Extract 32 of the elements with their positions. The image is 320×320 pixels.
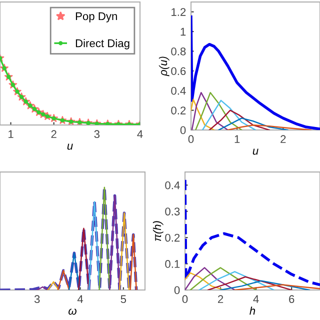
y-tick-label: 1.2 <box>172 8 186 16</box>
legend-label: Direct Diag <box>76 39 130 50</box>
y-tick-label: 0.6 <box>171 67 186 76</box>
x-tick-label: 1 <box>234 135 240 143</box>
y-axis-title: π(h) <box>152 221 164 242</box>
y-tick-label: 0.2 <box>165 234 180 242</box>
legend-label: Pop Dyn <box>76 12 117 22</box>
y-tick-label: 0.4 <box>165 181 180 190</box>
x-axis-title: u <box>67 144 73 150</box>
y-tick-label: 0.4 <box>171 86 186 95</box>
x-tick-label: 1 <box>8 130 14 138</box>
x-tick-label: 2 <box>51 130 56 138</box>
x-tick-label: 2 <box>280 135 286 143</box>
y-tick-label: 0 <box>174 286 180 294</box>
y-tick-label: 0.8 <box>171 48 186 56</box>
y-axis-title: ρ(u) <box>158 56 170 76</box>
x-tick-label: 0 <box>188 135 194 144</box>
x-tick-label: 3 <box>94 130 100 138</box>
x-tick-label: 4 <box>253 295 259 303</box>
x-tick-label: 2 <box>218 295 224 303</box>
x-axis-title: h <box>250 306 256 315</box>
y-tick-label: 0.2 <box>171 106 186 114</box>
x-axis-title: ω <box>68 308 76 315</box>
x-tick-label: 4 <box>77 295 84 303</box>
x-tick-label: 4 <box>137 130 143 138</box>
x-axis-title: u <box>252 148 258 155</box>
y-tick-label: 0.3 <box>165 208 180 216</box>
x-tick-label: 5 <box>120 295 126 304</box>
y-tick-label: 0.1 <box>165 260 180 268</box>
x-tick-label: 6 <box>289 295 294 304</box>
y-tick-label: 1 <box>180 28 186 36</box>
x-tick-label: 3 <box>34 295 40 304</box>
